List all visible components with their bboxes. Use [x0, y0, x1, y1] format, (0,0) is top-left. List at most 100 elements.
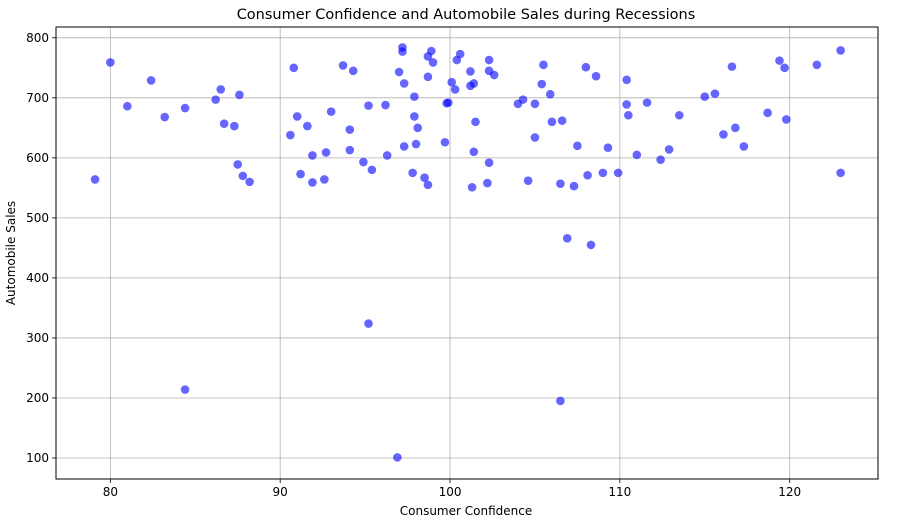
y-tick-label: 500: [26, 211, 49, 225]
data-point: [413, 123, 423, 133]
data-point: [624, 110, 633, 120]
data-point: [320, 175, 329, 184]
data-point: [364, 101, 373, 110]
data-point: [562, 233, 572, 243]
data-point: [211, 95, 220, 104]
data-point: [530, 133, 540, 142]
data-point: [569, 181, 579, 191]
data-point: [731, 123, 740, 133]
data-point: [235, 90, 244, 100]
data-point: [308, 178, 317, 187]
data-point: [410, 112, 419, 121]
y-axis-label: Automobile Sales: [4, 201, 18, 305]
data-point: [775, 56, 784, 65]
x-tick-label: 100: [439, 485, 462, 499]
data-point: [399, 142, 409, 151]
grid: [56, 27, 878, 479]
data-point: [613, 168, 623, 178]
data-point: [598, 168, 608, 178]
data-point: [727, 62, 737, 71]
data-point: [303, 121, 312, 131]
data-point: [180, 103, 190, 113]
y-tick-label: 300: [26, 331, 49, 345]
data-point: [586, 240, 596, 250]
data-point: [440, 137, 450, 147]
x-axis-label: Consumer Confidence: [400, 504, 532, 518]
data-point: [123, 101, 132, 111]
data-point: [393, 453, 402, 462]
data-points: [90, 43, 845, 462]
data-point: [622, 100, 631, 109]
data-point: [489, 70, 499, 80]
data-point: [450, 85, 460, 94]
data-point: [399, 79, 409, 88]
data-point: [289, 63, 299, 73]
data-point: [292, 112, 302, 121]
y-tick-label: 400: [26, 271, 49, 285]
data-point: [106, 58, 115, 67]
data-point: [545, 89, 555, 99]
data-point: [394, 67, 404, 77]
data-point: [364, 319, 373, 328]
data-point: [483, 178, 492, 188]
data-point: [518, 95, 528, 104]
data-point: [408, 168, 417, 178]
data-point: [447, 77, 457, 87]
data-point: [763, 108, 772, 118]
data-point: [581, 62, 591, 72]
data-point: [469, 79, 479, 88]
data-point: [444, 98, 453, 107]
x-tick-label: 90: [273, 485, 288, 499]
data-point: [338, 61, 348, 70]
data-point: [547, 117, 557, 127]
data-point: [455, 49, 465, 59]
data-point: [537, 79, 547, 89]
data-point: [780, 63, 789, 73]
data-point: [556, 396, 565, 406]
data-point: [345, 125, 355, 134]
y-tick-label: 100: [26, 451, 49, 465]
y-tick-label: 200: [26, 391, 49, 405]
data-point: [410, 92, 419, 101]
data-point: [557, 116, 567, 125]
data-point: [423, 180, 433, 190]
data-point: [591, 71, 601, 81]
data-point: [656, 155, 665, 164]
data-point: [348, 66, 358, 76]
data-point: [233, 160, 243, 169]
data-point: [573, 141, 582, 151]
x-tick-label: 110: [608, 485, 631, 499]
data-point: [484, 55, 494, 65]
data-point: [836, 46, 845, 55]
data-point: [539, 60, 548, 70]
data-point: [345, 145, 355, 155]
data-point: [622, 75, 631, 85]
data-point: [359, 157, 368, 167]
data-point: [230, 121, 239, 131]
data-point: [428, 58, 438, 67]
y-tick-label: 800: [26, 31, 49, 45]
x-tick-label: 80: [103, 485, 118, 499]
data-point: [642, 98, 652, 107]
data-point: [469, 147, 479, 157]
data-point: [471, 117, 480, 127]
data-point: [180, 385, 190, 394]
data-point: [583, 170, 592, 180]
data-point: [632, 150, 642, 160]
data-point: [411, 139, 421, 149]
y-tick-label: 700: [26, 91, 49, 105]
data-point: [423, 72, 433, 82]
data-point: [466, 67, 475, 76]
data-point: [216, 85, 226, 94]
data-point: [381, 100, 390, 110]
axis-ticks: 80 90 100 110 120 100 200 300 400 500 600 700 800: [26, 31, 801, 499]
data-point: [382, 151, 392, 160]
data-point: [556, 179, 565, 188]
data-point: [296, 169, 305, 179]
data-point: [836, 168, 845, 178]
data-point: [160, 112, 169, 122]
data-point: [467, 182, 477, 192]
data-point: [664, 145, 674, 154]
data-point: [219, 119, 229, 128]
data-point: [719, 130, 728, 139]
